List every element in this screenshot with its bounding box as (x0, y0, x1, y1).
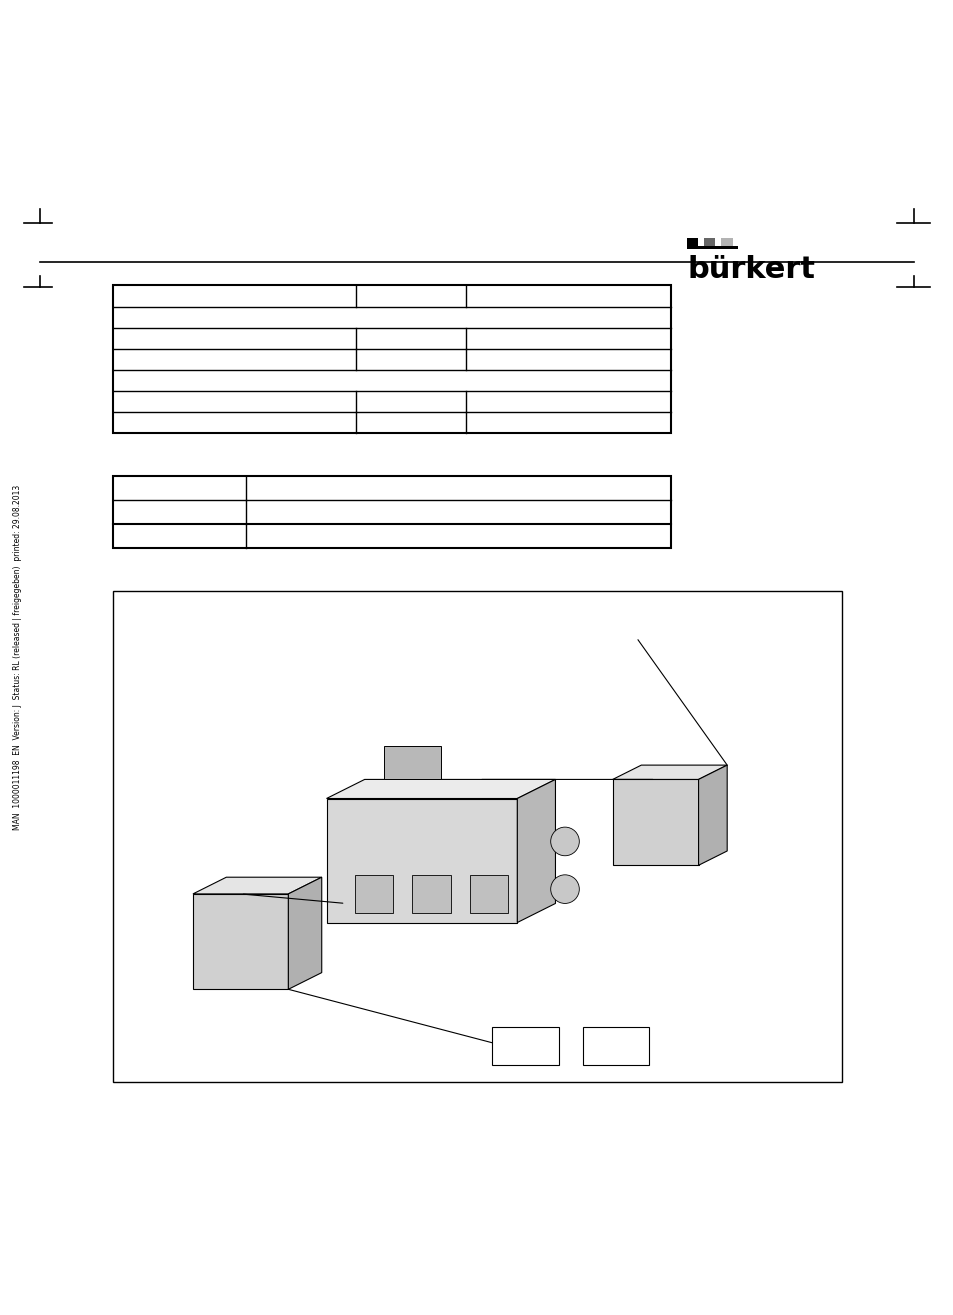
Polygon shape (288, 877, 321, 989)
Bar (492, 1027, 558, 1065)
Bar (703, 238, 715, 246)
Bar (469, 874, 507, 913)
Polygon shape (326, 780, 555, 798)
Polygon shape (326, 798, 517, 923)
Bar (686, 238, 698, 246)
Text: bürkert: bürkert (687, 255, 815, 284)
Polygon shape (698, 765, 726, 865)
Text: MAN  1000011198  EN  Version: J  Status: RL (released | freigegeben)  printed: 2: MAN 1000011198 EN Version: J Status: RL … (12, 485, 22, 830)
Bar (686, 246, 738, 249)
Polygon shape (193, 877, 321, 894)
Bar (112, 476, 670, 548)
Bar (112, 285, 670, 434)
Polygon shape (612, 780, 698, 865)
Bar (720, 238, 732, 246)
Bar (582, 1027, 649, 1065)
Polygon shape (612, 765, 726, 780)
Polygon shape (517, 780, 555, 923)
Bar (383, 746, 440, 780)
Circle shape (550, 874, 578, 903)
Bar (112, 590, 841, 1082)
Circle shape (550, 827, 578, 856)
Bar (412, 874, 450, 913)
Bar (355, 874, 393, 913)
Polygon shape (193, 894, 288, 989)
